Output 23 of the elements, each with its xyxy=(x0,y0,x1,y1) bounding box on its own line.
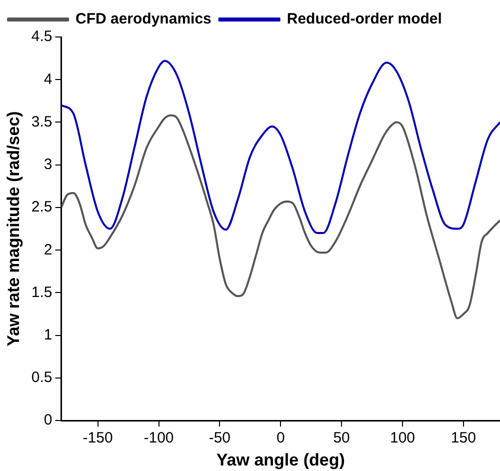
x-tick-label: -150 xyxy=(82,430,113,447)
y-tick-label: 2.5 xyxy=(31,198,52,216)
x-tick-label: -100 xyxy=(144,430,174,447)
x-tick-label: -50 xyxy=(208,430,231,447)
line-series xyxy=(61,60,500,234)
x-tick-label: 0 xyxy=(276,430,285,447)
y-tick-label: 1.5 xyxy=(31,284,52,301)
y-tick-label: 3.5 xyxy=(31,113,52,130)
line-series xyxy=(61,114,500,320)
y-tick-label: 4 xyxy=(44,70,52,88)
y-tick-label: 3 xyxy=(44,156,52,174)
y-tick-label: 2 xyxy=(44,241,52,258)
x-axis-title: Yaw angle (deg) xyxy=(216,450,345,470)
y-tick-label: 0 xyxy=(44,412,52,429)
y-tick-label: 1 xyxy=(44,326,52,344)
y-axis-title: Yaw rate magnitude (rad/sec) xyxy=(4,111,23,346)
legend-label: Reduced-order model xyxy=(286,10,442,28)
y-tick-label: 4.5 xyxy=(31,28,52,46)
y-tick-label: 0.5 xyxy=(31,369,52,386)
x-tick-label: 100 xyxy=(390,430,416,447)
x-tick-label: 50 xyxy=(333,430,350,447)
legend-label: CFD aerodynamics xyxy=(76,10,212,28)
x-tick-label: 150 xyxy=(450,430,476,447)
